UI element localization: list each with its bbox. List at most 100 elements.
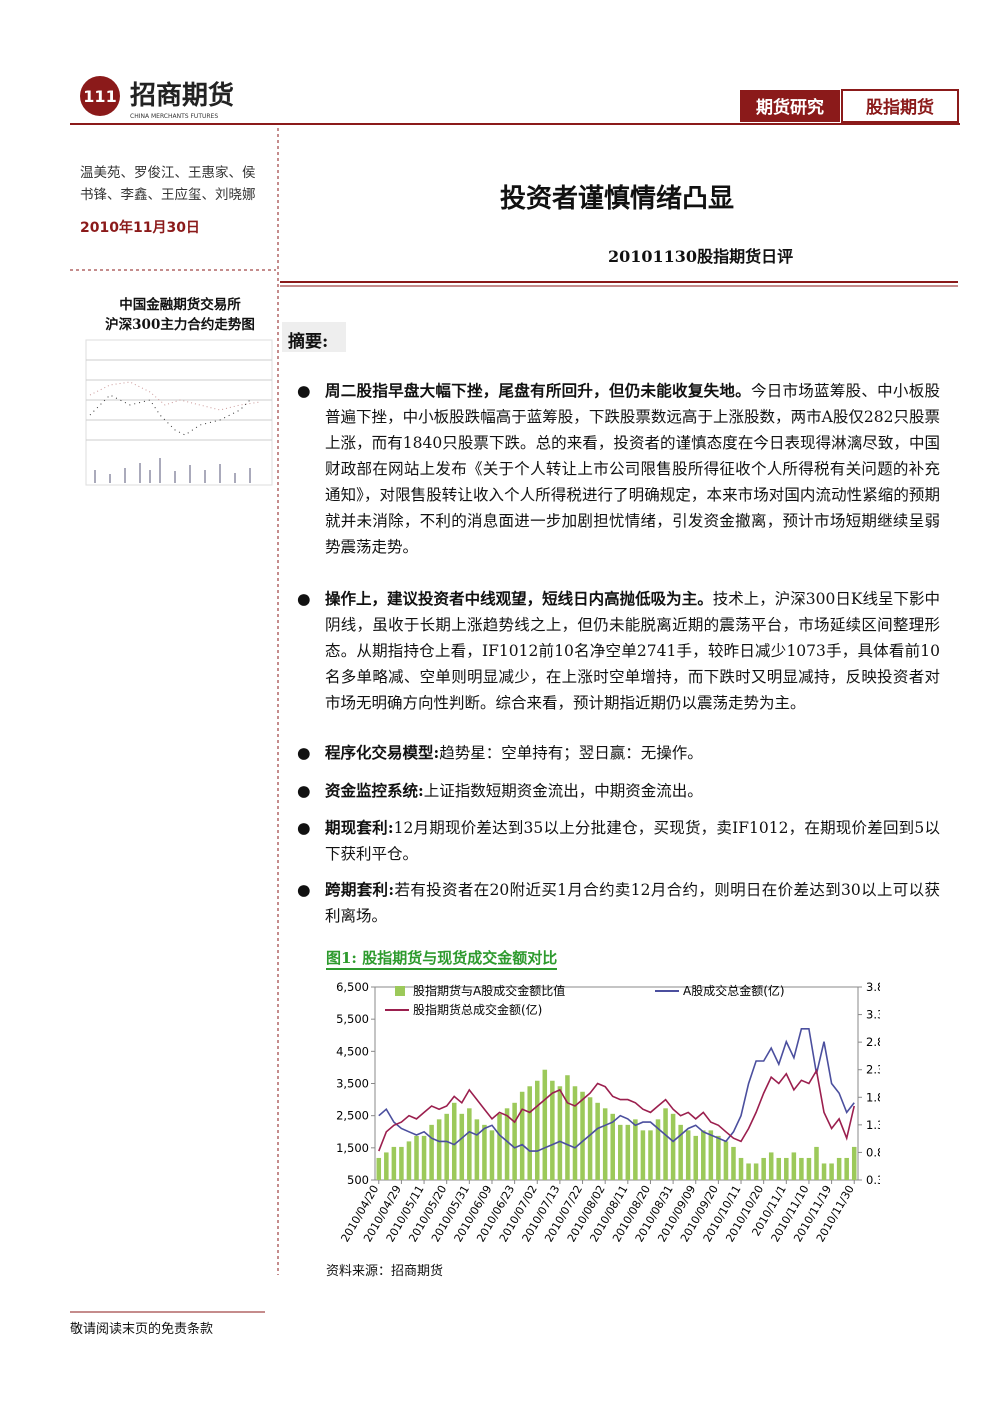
bar: [414, 1135, 419, 1180]
bar: [799, 1157, 804, 1180]
line-series: [378, 1068, 855, 1152]
bar: [723, 1141, 729, 1180]
legend-label: 股指期货与A股成交金额比值: [413, 983, 565, 998]
bar: [791, 1152, 797, 1180]
date: 2010年11月30日: [80, 220, 200, 236]
bullet-item: ● 跨期套利:若有投资者在20附近买1月合约卖12月合约，则明日在价差达到30以上…: [297, 877, 940, 929]
bar: [836, 1157, 842, 1180]
bar: [436, 1119, 442, 1180]
bar: [663, 1108, 668, 1180]
bar: [844, 1157, 849, 1180]
bullet-lead: 操作上，建议投资者中线观望，短线日内高抛低吸为主。: [325, 589, 713, 608]
bar: [761, 1157, 766, 1180]
subtitle: 20101130股指期货日评: [608, 247, 794, 266]
bullet-lead: 程序化交易模型:: [325, 743, 440, 762]
bar: [527, 1086, 532, 1180]
bullet-dot: ●: [297, 744, 311, 762]
bullet-dot: ●: [297, 819, 311, 837]
bar: [640, 1130, 646, 1180]
bar: [814, 1146, 819, 1180]
y-tick-label: 3,500: [336, 1077, 369, 1091]
caption-line: 中国金融期货交易所: [119, 297, 241, 313]
bullet-body: 今日市场蓝筹股、中小板股普遍下挫，中小板股跌幅高于蓝筹股，下跌股票数远高于上涨股…: [325, 382, 940, 556]
legend-label: A股成交总金额(亿): [683, 983, 785, 998]
y2-tick-label: 0.3: [866, 1173, 880, 1187]
bar: [746, 1163, 751, 1180]
bar: [542, 1069, 548, 1180]
y2-tick-label: 3.8: [866, 980, 880, 994]
bar: [776, 1157, 782, 1180]
bar: [731, 1146, 736, 1180]
line-series: [378, 1028, 855, 1152]
bullet-text: 资金监控系统:上证指数短期资金流出，中期资金流出。: [325, 778, 940, 804]
bar: [716, 1135, 721, 1180]
author-line: 温美苑、罗俊江、王惠家、侯: [80, 165, 256, 181]
bar: [534, 1080, 540, 1180]
logo-mark: [80, 76, 120, 116]
bar: [610, 1113, 615, 1180]
bullet-lead: 周二股指早盘大幅下挫，尾盘有所回升，但仍未能收复失地。: [325, 381, 751, 400]
tab: 股指期货: [866, 97, 934, 118]
bullet-item: ● 资金监控系统:上证指数短期资金流出，中期资金流出。: [297, 778, 940, 804]
logo-en: CHINA MERCHANTS FUTURES: [130, 113, 218, 120]
figure-title: 图1: 股指期货与现货成交金额对比: [326, 947, 558, 970]
bullet-text: 期现套利:12月期现价差达到35以上分批建仓，买现货，卖IF1012，在期现价差…: [325, 815, 940, 867]
bar: [701, 1130, 706, 1180]
bar: [512, 1102, 517, 1180]
bar: [806, 1157, 812, 1180]
bar: [738, 1157, 744, 1180]
bullet-lead: 期现套利:: [325, 818, 394, 837]
bar: [399, 1146, 404, 1180]
bar: [572, 1086, 578, 1180]
bar: [421, 1135, 427, 1180]
bullet-dot: ●: [297, 590, 311, 608]
tab: 期货研究: [756, 97, 824, 118]
bar: [655, 1119, 661, 1180]
bar: [451, 1102, 457, 1180]
bullet-text: 跨期套利:若有投资者在20附近买1月合约卖12月合约，则明日在价差达到30以上可…: [325, 877, 940, 929]
figure-source: 资料来源：招商期货: [326, 1264, 444, 1279]
y2-tick-label: 2.3: [866, 1063, 880, 1077]
bar: [648, 1130, 653, 1180]
sidebar-caption: 中国金融期货交易所 沪深300主力合约走势图: [80, 295, 280, 335]
bullet-lead: 资金监控系统:: [325, 781, 424, 800]
y2-tick-label: 1.3: [866, 1118, 880, 1132]
bullet-body: 若有投资者在20附近买1月合约卖12月合约，则明日在价差达到30以上可以获利离场…: [325, 881, 940, 925]
bar: [685, 1130, 691, 1180]
logo-cn: 招商期货: [130, 80, 234, 111]
heading-bg: [282, 322, 346, 352]
bar: [708, 1130, 714, 1180]
bar: [678, 1124, 683, 1180]
bar: [768, 1152, 774, 1180]
bullet-dot: ●: [297, 782, 311, 800]
bullet-text: 程序化交易模型:趋势星：空单持有；翌日赢：无操作。: [325, 740, 940, 766]
author-line: 书锋、李鑫、王应玺、刘晓娜: [80, 187, 256, 203]
bullet-item: ● 程序化交易模型:趋势星：空单持有；翌日赢：无操作。: [297, 740, 940, 766]
bar: [625, 1124, 631, 1180]
authors: 温美苑、罗俊江、王惠家、侯 书锋、李鑫、王应玺、刘晓娜: [80, 162, 256, 206]
legend-swatch: [395, 986, 405, 996]
bar: [557, 1086, 563, 1180]
bullet-body: 技术上，沪深300日K线呈下影中阴线，虽收于长期上涨趋势线之上，但仍未能脱离近期…: [325, 590, 940, 712]
title: 投资者谨慎情绪凸显: [500, 184, 735, 214]
bullet-text: 操作上，建议投资者中线观望，短线日内高抛低吸为主。技术上，沪深300日K线呈下影…: [325, 586, 940, 716]
sidebar-chart: [85, 339, 273, 486]
bar: [595, 1102, 600, 1180]
bar: [618, 1124, 623, 1180]
bar: [633, 1119, 638, 1180]
bar: [580, 1091, 585, 1180]
legend-label: 股指期货总成交金额(亿): [413, 1002, 542, 1017]
y-tick-label: 1,500: [336, 1141, 369, 1155]
bar: [602, 1108, 608, 1180]
y-tick-label: 2,500: [336, 1109, 369, 1123]
y-tick-label: 4,500: [336, 1044, 369, 1058]
bar: [550, 1080, 555, 1180]
bullet-dot: ●: [297, 382, 311, 400]
bar: [467, 1108, 472, 1180]
y2-tick-label: 2.8: [866, 1035, 880, 1049]
y-tick-label: 6,500: [336, 980, 369, 994]
y-tick-label: 500: [347, 1173, 369, 1187]
bullet-dot: ●: [297, 881, 311, 899]
chart: 500 1,500 2,500 3,500 4,500 5,500 6,500 0.3 0.8 1…: [336, 980, 880, 1244]
